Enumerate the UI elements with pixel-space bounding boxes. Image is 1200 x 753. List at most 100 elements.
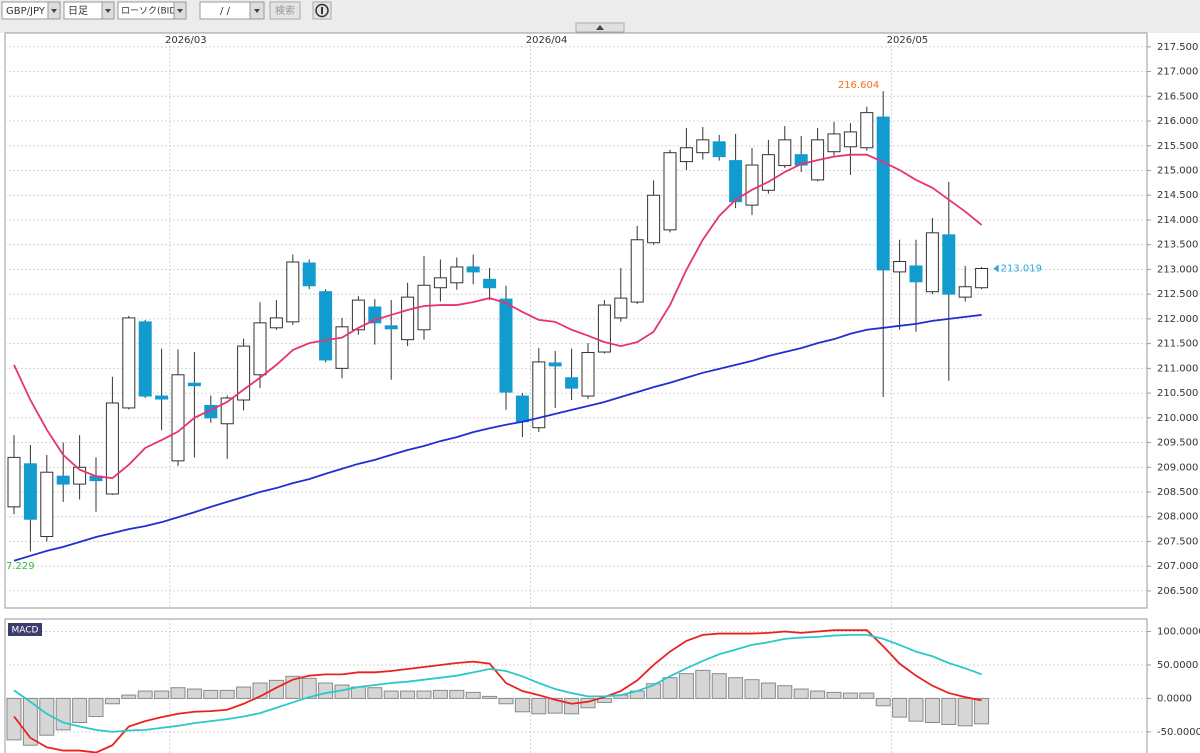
- last-price-label: 213.019: [1001, 263, 1042, 274]
- y-tick-label: 209.500: [1157, 438, 1198, 449]
- candle-body: [745, 164, 759, 206]
- y-tick-label: 207.000: [1157, 561, 1198, 572]
- candle-body: [155, 395, 169, 400]
- candle-body: [548, 362, 562, 367]
- histogram-bar: [974, 697, 990, 725]
- histogram-bar: [449, 689, 465, 699]
- macd-line: [13, 633, 982, 733]
- candle-body: [614, 297, 628, 319]
- collapse-arrow: [596, 25, 604, 30]
- macd-label-box: [8, 623, 42, 636]
- candle-body: [187, 382, 201, 387]
- candle-body: [269, 317, 283, 329]
- last-price-marker: [993, 264, 999, 273]
- y-tick-label: 217.500: [1157, 42, 1198, 53]
- histogram-bar: [318, 682, 334, 699]
- histogram-bar: [482, 695, 498, 699]
- candle-body: [647, 194, 661, 244]
- candle-body: [958, 286, 972, 298]
- moving-average: [13, 153, 983, 480]
- price-panel: [4, 32, 1148, 609]
- candle-body: [532, 361, 546, 429]
- moving-average: [13, 314, 982, 562]
- histogram-bar: [875, 697, 891, 707]
- histogram-bar: [154, 690, 170, 699]
- histogram-bar: [957, 697, 973, 727]
- histogram-bar: [596, 697, 612, 703]
- annotation: 7.229: [6, 561, 35, 572]
- candle-body: [827, 133, 841, 153]
- candle-body: [679, 147, 693, 163]
- candle-body: [105, 402, 119, 495]
- histogram-bar: [826, 691, 842, 699]
- histogram-bar: [203, 689, 219, 699]
- histogram-bar: [400, 690, 416, 699]
- histogram-bar: [6, 697, 22, 741]
- candle-body: [253, 322, 267, 376]
- candle-body: [565, 377, 579, 389]
- x-tick-label: 2026/05: [887, 35, 929, 46]
- y-tick-label: 208.500: [1157, 487, 1198, 498]
- histogram-bar: [121, 694, 137, 699]
- y-tick-label: 50.0000: [1157, 660, 1198, 671]
- histogram-bar: [498, 697, 514, 705]
- candle-body: [876, 116, 890, 271]
- y-tick-label: 215.000: [1157, 166, 1198, 177]
- histogram-bar: [531, 697, 547, 715]
- histogram-bar: [367, 687, 383, 699]
- histogram-bar: [170, 687, 186, 699]
- y-tick-label: 213.500: [1157, 240, 1198, 251]
- high-label: 216.604: [838, 80, 879, 91]
- info-icon: [315, 3, 329, 18]
- candle-body: [925, 232, 939, 293]
- y-tick-label: 206.500: [1157, 586, 1198, 597]
- candle-body: [286, 261, 300, 323]
- histogram-bar: [186, 688, 202, 699]
- candle-body: [597, 304, 611, 353]
- y-tick-label: -50.0000: [1157, 727, 1200, 738]
- search-button[interactable]: [269, 1, 301, 20]
- pair: GBP/JPY: [6, 6, 46, 17]
- y-tick-label: 214.000: [1157, 215, 1198, 226]
- histogram-bar: [711, 673, 727, 699]
- candle-body: [515, 395, 529, 423]
- chart-type: ローソク(BID): [121, 6, 180, 17]
- histogram-bar: [662, 677, 678, 699]
- candle-body: [138, 321, 152, 397]
- histogram-bar: [646, 683, 662, 699]
- histogram-bar: [859, 692, 875, 699]
- y-tick-label: 207.500: [1157, 536, 1198, 547]
- candle-body: [351, 299, 365, 331]
- histogram-bar: [547, 697, 563, 714]
- y-tick-label: 212.000: [1157, 314, 1198, 325]
- candle-body: [499, 298, 513, 393]
- histogram-bar: [416, 690, 432, 699]
- y-tick-label: 216.000: [1157, 116, 1198, 127]
- candle-body: [909, 265, 923, 283]
- y-tick-label: 100.0000: [1157, 627, 1200, 638]
- plots: 206.500 207.000 207.500 208.000 208.500 209.0…: [5, 33, 1200, 753]
- histogram-bar: [55, 697, 71, 731]
- histogram-bar: [760, 682, 776, 699]
- candle-body: [433, 277, 447, 289]
- candle-body: [942, 234, 956, 295]
- histogram-bar: [924, 697, 940, 723]
- histogram-bar: [728, 677, 744, 699]
- y-tick-label: 216.500: [1157, 91, 1198, 102]
- y-tick-label: 213.000: [1157, 264, 1198, 275]
- candle-body: [401, 296, 415, 341]
- histogram-bar: [88, 697, 104, 717]
- candle-body: [630, 239, 644, 303]
- y-tick-label: 217.000: [1157, 67, 1198, 78]
- histogram-bar: [432, 689, 448, 699]
- dropdown-arrow: [105, 9, 111, 13]
- histogram-bar: [793, 688, 809, 699]
- candle-body: [663, 152, 677, 231]
- y-tick-label: 214.500: [1157, 190, 1198, 201]
- candle-body: [729, 160, 743, 203]
- histogram-bar: [678, 673, 694, 699]
- info-icon-bar: [321, 7, 323, 14]
- candle-body: [466, 266, 480, 273]
